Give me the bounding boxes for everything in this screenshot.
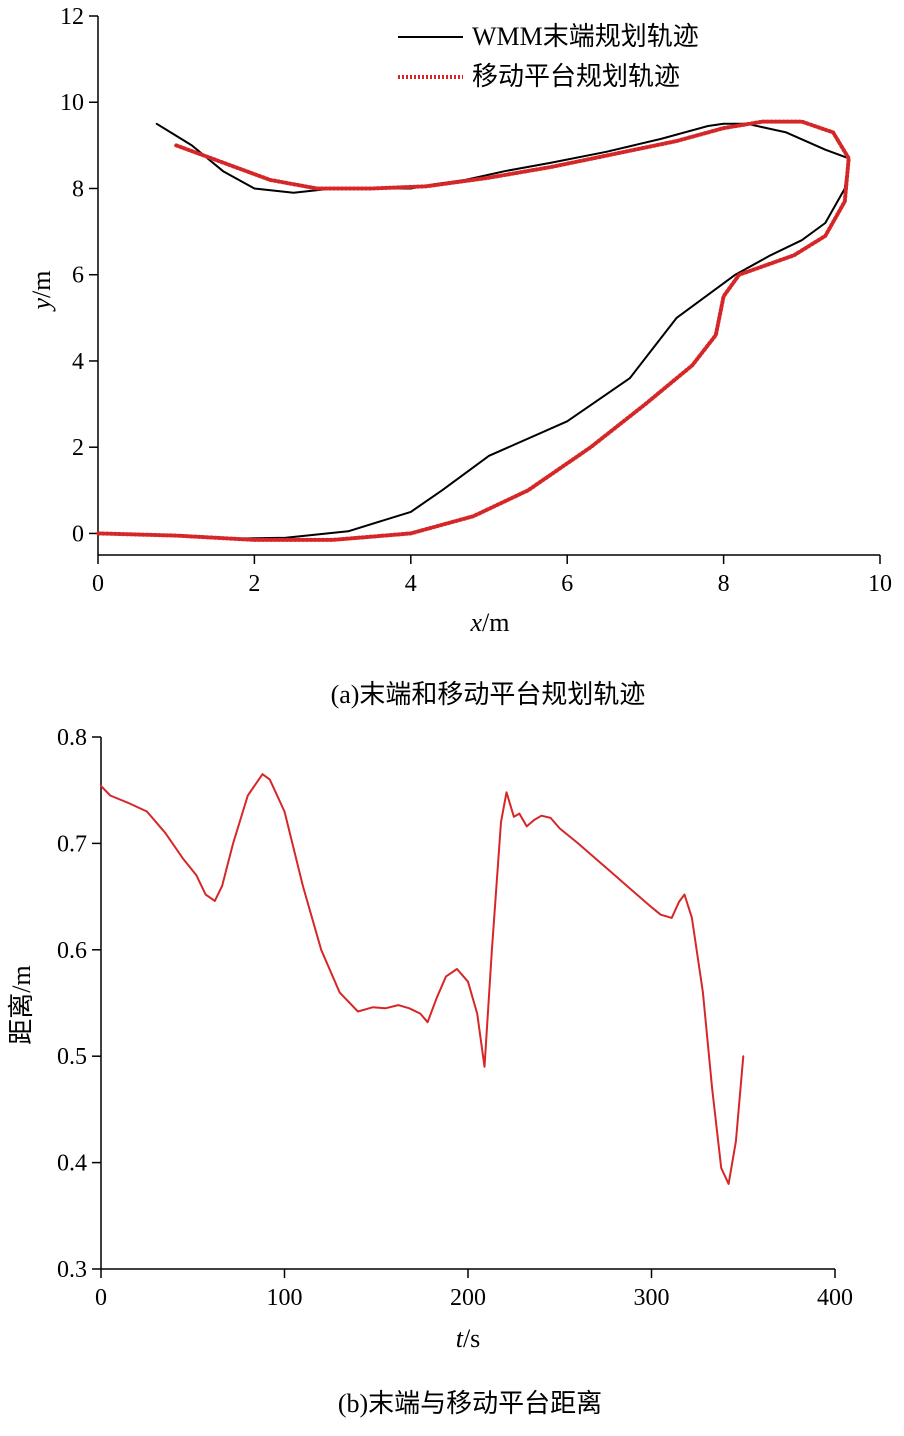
- y-tick-label: 0.6: [57, 938, 87, 964]
- x-tick-label: 100: [267, 1285, 303, 1311]
- distance-axes: [100, 737, 835, 1270]
- x-tick-label: 400: [817, 1285, 853, 1311]
- distance-series: [100, 773, 745, 1185]
- y-tick-label: 0.5: [57, 1044, 87, 1070]
- caption-a: (a)末端和移动平台规划轨迹: [331, 680, 646, 709]
- legend-label-wmm: WMM末端规划轨迹: [472, 22, 699, 51]
- distance-x-ticks: 0 100 200 300 400: [95, 1269, 853, 1311]
- trajectory-y-ticks: 0 2 4 6 8 10 12: [60, 4, 98, 547]
- series-line-wmm-end-effector: [155, 122, 850, 540]
- x-tick-label: 10: [868, 571, 892, 597]
- y-tick-label: 0: [72, 521, 84, 547]
- y-tick-label: 4: [72, 349, 84, 375]
- distance-y-axis-label: 距离/m: [7, 965, 36, 1044]
- y-tick-label: 0.8: [57, 725, 87, 751]
- x-tick-label: 200: [450, 1285, 486, 1311]
- series-line-distance: [100, 773, 745, 1185]
- x-tick-label: 0: [92, 571, 104, 597]
- trajectory-x-axis-label: x/m: [470, 608, 510, 637]
- legend-label-platform: 移动平台规划轨迹: [472, 62, 680, 91]
- trajectory-legend: WMM末端规划轨迹 移动平台规划轨迹: [398, 22, 699, 91]
- y-tick-label: 0.3: [57, 1257, 87, 1283]
- x-tick-label: 0: [95, 1285, 107, 1311]
- x-tick-label: 6: [561, 571, 573, 597]
- distance-x-axis-label: t/s: [456, 1324, 481, 1353]
- x-tick-label: 8: [718, 571, 730, 597]
- trajectory-x-ticks: 0 2 4 6 8 10: [92, 555, 892, 597]
- y-tick-label: 10: [60, 90, 84, 116]
- series-line-mobile-platform: [96, 119, 851, 542]
- caption-b: (b)末端与移动平台距离: [338, 1389, 602, 1418]
- x-tick-label: 4: [405, 571, 417, 597]
- x-tick-label: 2: [248, 571, 260, 597]
- distance-chart: 0 100 200 300 400 0.3 0.4 0.5 0.6 0.7 0.8 t/s 距离/…: [7, 725, 853, 1418]
- trajectory-series: [96, 119, 851, 542]
- y-tick-label: 2: [72, 435, 84, 461]
- trajectory-axes: [97, 16, 880, 556]
- y-tick-label: 8: [72, 176, 84, 202]
- y-tick-label: 0.4: [57, 1151, 87, 1177]
- trajectory-chart: 0 2 4 6 8 10 0 2 4 6 8 10 12 x/m y/m WMM末端规划轨迹 移动平台…: [27, 4, 892, 709]
- trajectory-y-axis-label: y/m: [27, 271, 56, 313]
- y-tick-label: 6: [72, 263, 84, 289]
- y-tick-label: 0.7: [57, 831, 87, 857]
- y-tick-label: 12: [60, 4, 84, 30]
- distance-y-ticks: 0.3 0.4 0.5 0.6 0.7 0.8: [57, 725, 101, 1283]
- x-tick-label: 300: [634, 1285, 670, 1311]
